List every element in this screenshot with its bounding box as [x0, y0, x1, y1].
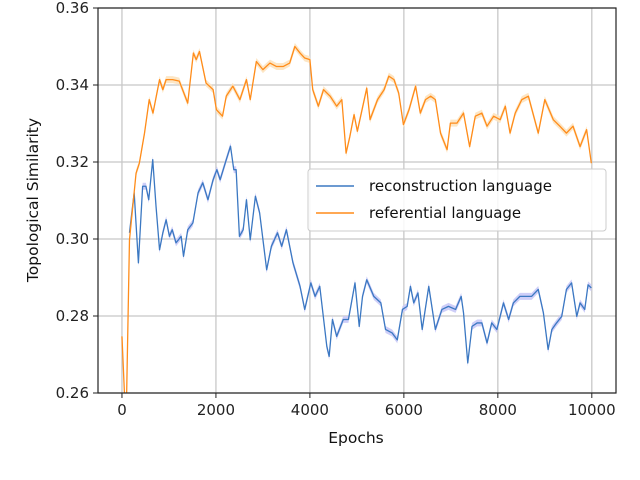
- line-referential: [121, 45, 592, 393]
- band-referential: [121, 43, 592, 393]
- x-axis-ticks: 0 2000 4000 6000 8000 10000: [117, 393, 616, 419]
- confidence-bands: [121, 43, 592, 393]
- line-reconstruction: [128, 145, 592, 364]
- x-tick-label: 6000: [385, 401, 423, 419]
- series-lines: [121, 45, 592, 393]
- y-tick-label: 0.26: [56, 384, 89, 402]
- y-axis-label: Topological Similarity: [24, 118, 42, 283]
- legend: reconstruction language referential lang…: [307, 168, 607, 232]
- x-tick-label: 2000: [197, 401, 235, 419]
- y-tick-label: 0.30: [56, 230, 89, 248]
- y-axis-ticks: 0.26 0.28 0.30 0.32 0.34 0.36: [56, 0, 98, 402]
- x-axis-label: Epochs: [328, 429, 384, 447]
- legend-box: [307, 168, 607, 232]
- x-tick-label: 10000: [568, 401, 616, 419]
- y-tick-label: 0.34: [56, 76, 89, 94]
- legend-label-referential: referential language: [369, 204, 521, 222]
- legend-label-reconstruction: reconstruction language: [369, 177, 552, 195]
- x-tick-label: 0: [117, 401, 127, 419]
- plot-frame: [97, 7, 617, 394]
- x-tick-label: 4000: [291, 401, 329, 419]
- x-tick-label: 8000: [479, 401, 517, 419]
- y-tick-label: 0.28: [56, 307, 89, 325]
- y-tick-label: 0.32: [56, 153, 89, 171]
- y-tick-label: 0.36: [56, 0, 89, 17]
